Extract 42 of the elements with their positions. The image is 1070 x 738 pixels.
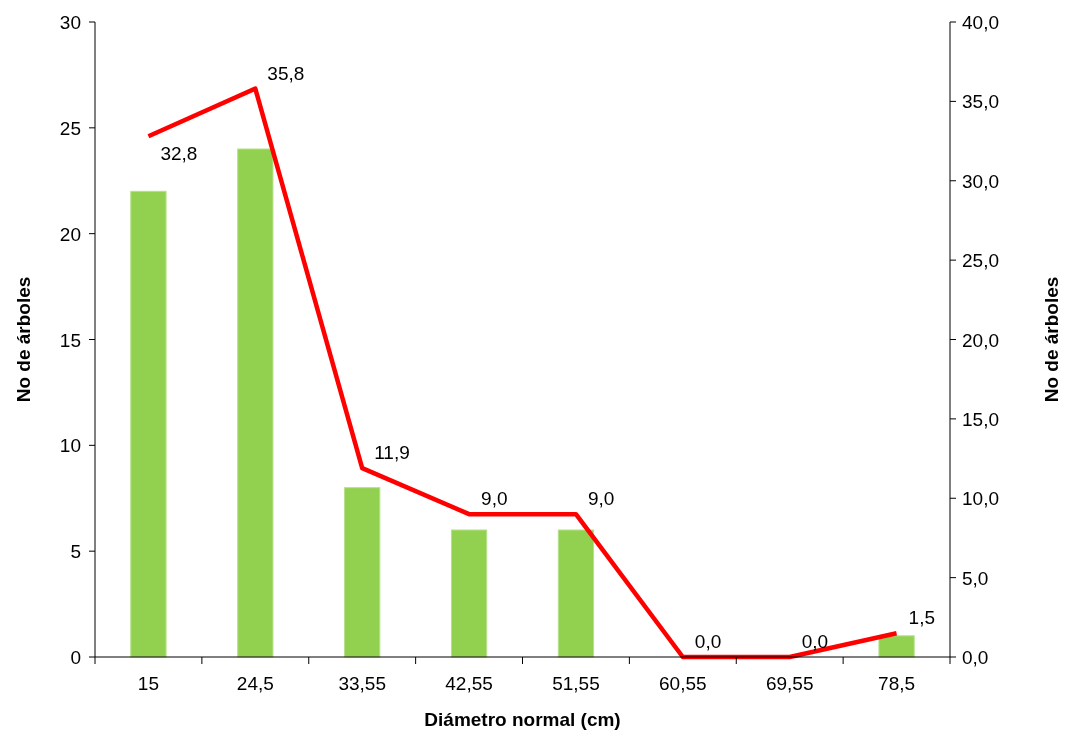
y-tick-label: 10 [59,435,81,457]
data-label: 1,5 [908,607,935,629]
y2-tick-label: 20,0 [962,329,999,351]
y2-tick-label: 15,0 [962,408,999,430]
y-tick-label: 15 [59,329,81,351]
y2-tick-label: 40,0 [962,12,999,33]
bar [557,529,595,658]
x-tick-label: 42,55 [445,673,493,694]
x-tick-label: 60,55 [659,673,707,694]
y2-tick-label: 30,0 [962,170,999,192]
y-axis-title: No de árboles [13,276,34,403]
x-tick-label: 33,55 [338,673,386,694]
bar [130,190,167,658]
data-label: 9,0 [481,488,508,510]
y-tick-label: 5 [70,541,81,563]
x-tick-label: 15 [137,673,160,694]
data-label: 0,0 [801,631,829,652]
y-tick-label: 25 [59,117,81,139]
y2-tick-label: 25,0 [962,250,999,272]
y-tick-label: 20 [59,223,81,245]
x-tick-label: 69,55 [765,673,814,694]
y2-tick-label: 35,0 [962,91,999,113]
x-tick-label: 78,5 [878,673,916,694]
y2-tick-label: 0,0 [962,647,989,668]
data-label: 35,8 [267,62,305,84]
y-tick-label: 30 [59,12,81,33]
x-axis-title: Diámetro normal (cm) [424,709,621,730]
bar [450,529,488,658]
bar [878,635,915,658]
data-label: 9,0 [587,488,615,510]
y-tick-label: 0 [70,647,81,668]
x-tick-label: 24,5 [236,673,274,694]
line-series [146,86,899,660]
y2-axis-title: No de árboles [1041,276,1062,403]
data-label: 11,9 [374,442,410,464]
bar [237,148,274,658]
data-label: 0,0 [694,631,722,652]
x-tick-label: 51,55 [552,673,600,694]
y2-tick-label: 5,0 [962,567,989,589]
bar [344,487,381,658]
y2-tick-label: 10,0 [962,488,999,510]
data-label: 32,8 [160,143,198,165]
